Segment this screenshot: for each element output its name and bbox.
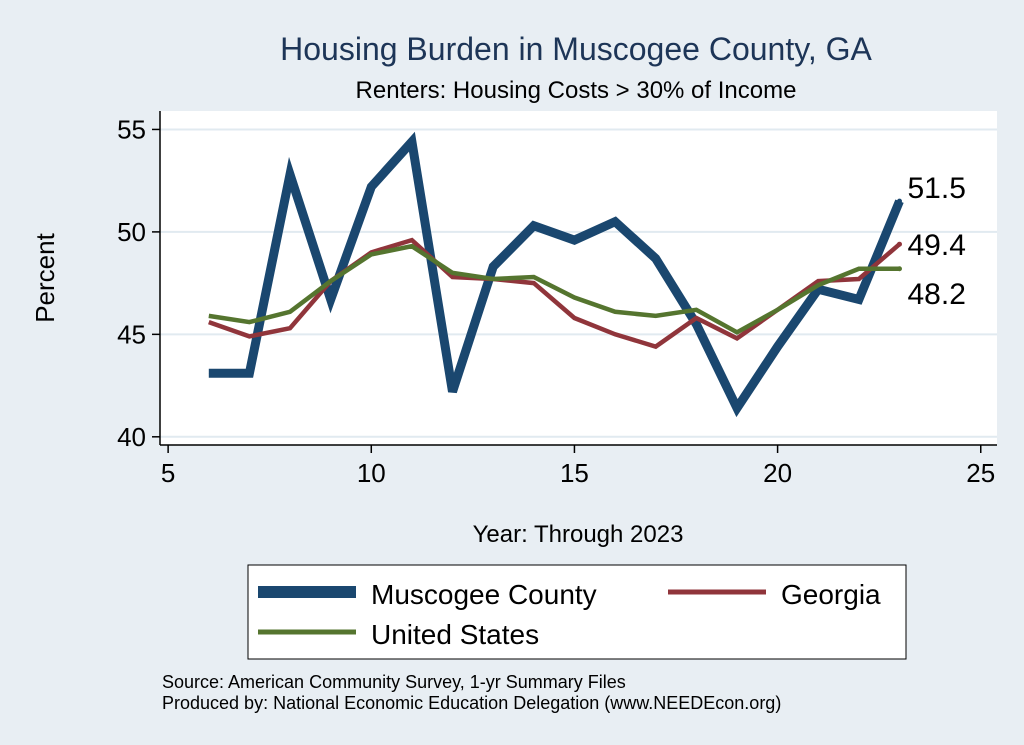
legend-label-georgia: Georgia [781,579,881,610]
legend-box [247,564,907,660]
series-line-us [208,243,900,335]
source-note: Source: American Community Survey, 1-yr … [162,672,626,692]
grid-lines [160,128,997,438]
chart-subtitle: Renters: Housing Costs > 30% of Income [356,77,797,104]
end-labels: 51.5 49.4 48.2 [907,172,965,311]
series-line-muscogee [208,131,904,418]
legend-label-us: United States [371,619,539,650]
x-axis-label: Year: Through 2023 [473,521,684,548]
end-label-georgia: 49.4 [907,229,965,262]
y-axis-label: Percent [30,232,60,322]
x-tick-label-5: 5 [161,458,175,488]
y-tick-label-40: 40 [117,422,146,452]
chart-title: Housing Burden in Muscogee County, GA [280,31,872,67]
y-tick-label-50: 50 [117,217,146,247]
legend-label-muscogee: Muscogee County [371,579,597,610]
legend: Muscogee County Georgia United States [247,564,907,660]
series-lines [208,131,904,418]
end-marker-georgia [896,241,902,247]
x-tick-label-10: 10 [357,458,386,488]
end-marker-us [896,266,902,272]
y-tick-label-45: 45 [117,319,146,349]
end-marker-muscogee [896,198,902,204]
end-label-muscogee: 51.5 [907,172,965,205]
x-tick-label-25: 25 [966,458,995,488]
end-label-us: 48.2 [907,278,965,311]
producer-note: Produced by: National Economic Education… [162,693,781,713]
x-tick-label-20: 20 [763,458,792,488]
x-tick-label-15: 15 [560,458,589,488]
y-tick-label-55: 55 [117,114,146,144]
